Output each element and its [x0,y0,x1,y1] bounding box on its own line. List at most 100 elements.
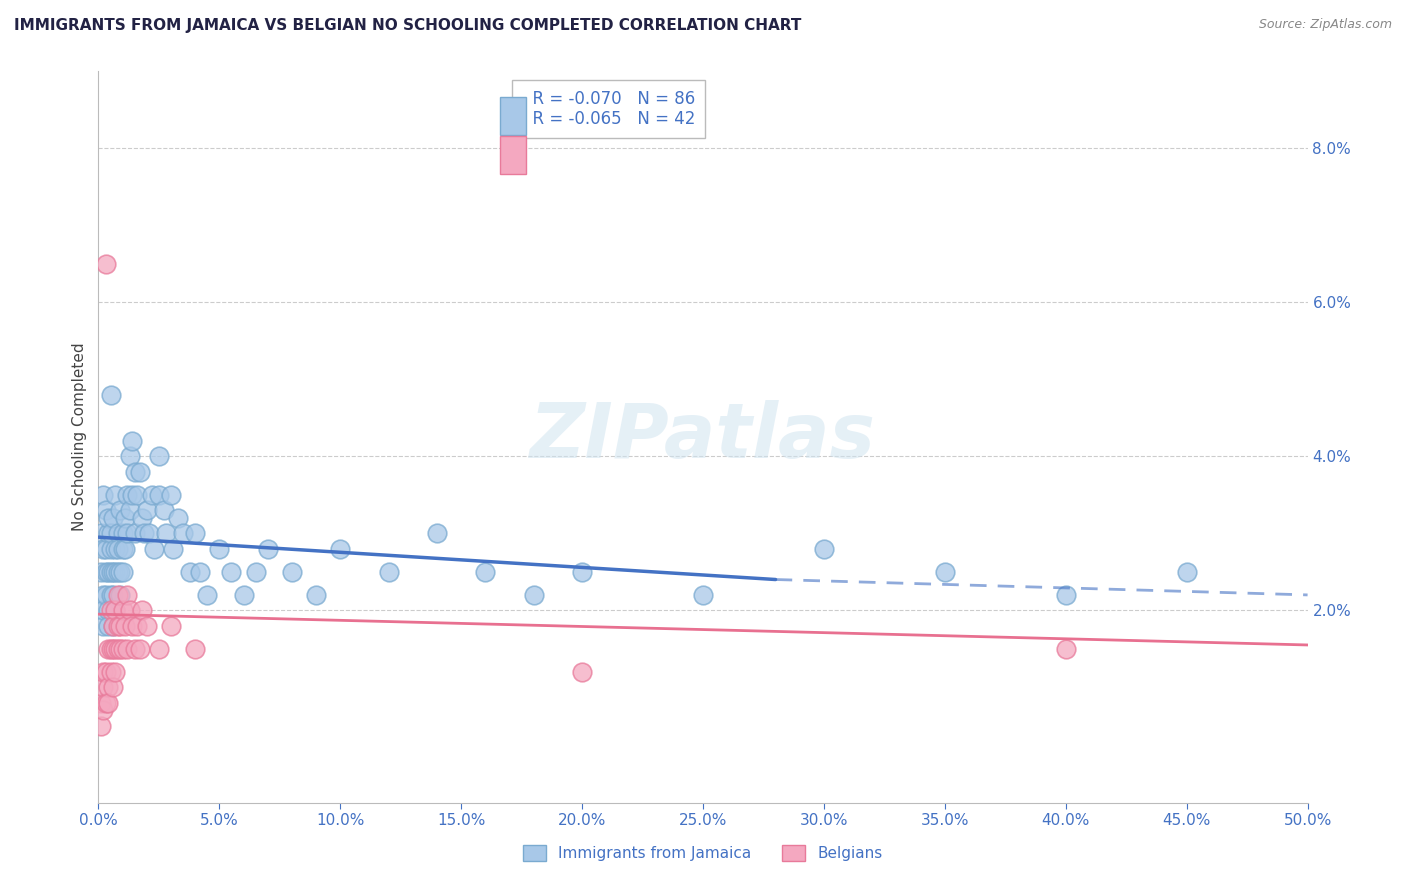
Point [101,618,124,632]
Point [184,526,207,541]
Point [155,526,177,541]
Point [108,565,131,579]
Point [160,488,183,502]
Point [114,618,136,632]
Point [118,603,141,617]
Point [108,641,131,656]
Point [232,588,254,602]
Point [141,488,163,502]
Point [114,541,136,556]
Point [329,541,352,556]
Point [118,450,141,464]
Point [91,703,114,717]
Point [474,565,496,579]
Point [121,618,143,632]
Point [127,618,149,632]
Point [104,641,127,656]
Point [111,641,134,656]
Point [101,588,124,602]
Point [162,541,184,556]
Point [148,641,170,656]
Point [100,588,122,602]
Point [305,588,328,602]
Point [172,526,194,541]
Point [813,541,835,556]
Point [111,541,134,556]
Point [100,541,122,556]
Point [111,603,134,617]
Point [104,603,127,617]
Point [100,603,122,617]
Point [208,541,231,556]
Point [281,565,304,579]
Text: IMMIGRANTS FROM JAMAICA VS BELGIAN NO SCHOOLING COMPLETED CORRELATION CHART: IMMIGRANTS FROM JAMAICA VS BELGIAN NO SC… [14,18,801,33]
Point [94,541,117,556]
Point [100,526,122,541]
Point [111,526,134,541]
Point [91,588,114,602]
FancyBboxPatch shape [501,136,526,174]
Point [256,541,278,556]
Legend: Immigrants from Jamaica, Belgians: Immigrants from Jamaica, Belgians [523,845,883,861]
Point [184,641,207,656]
Point [117,641,139,656]
Point [107,588,129,602]
Point [108,618,131,632]
Point [111,565,134,579]
Point [571,665,593,679]
Point [100,565,122,579]
Point [167,511,190,525]
Point [108,503,131,517]
Point [91,488,114,502]
Point [101,511,124,525]
Point [148,488,170,502]
Point [221,565,243,579]
Point [104,665,127,679]
Point [97,511,120,525]
Point [1054,588,1077,602]
Point [148,450,170,464]
Point [101,618,124,632]
Point [104,603,127,617]
Point [101,641,124,656]
Point [124,465,146,479]
Point [104,541,127,556]
Point [94,565,117,579]
Point [94,257,117,271]
Point [91,603,114,617]
FancyBboxPatch shape [501,97,526,135]
Point [107,565,129,579]
Point [97,681,120,695]
Point [91,681,114,695]
Point [128,465,150,479]
Point [131,603,153,617]
Point [135,503,157,517]
Point [571,565,593,579]
Point [91,541,114,556]
Point [143,541,166,556]
Point [127,488,149,502]
Point [114,511,136,525]
Point [94,665,117,679]
Text: ZIPatlas: ZIPatlas [530,401,876,474]
Point [179,565,201,579]
Point [117,488,139,502]
Point [118,503,141,517]
Point [121,434,143,448]
Point [138,526,160,541]
Y-axis label: No Schooling Completed: No Schooling Completed [72,343,87,532]
Point [91,618,114,632]
Point [94,588,117,602]
Point [94,696,117,710]
Text: Source: ZipAtlas.com: Source: ZipAtlas.com [1258,18,1392,31]
Point [188,565,211,579]
Point [135,618,157,632]
Point [97,696,120,710]
Point [152,503,174,517]
Point [101,681,124,695]
Point [107,526,129,541]
Point [107,641,129,656]
Point [124,526,146,541]
Point [377,565,399,579]
Point [523,588,546,602]
